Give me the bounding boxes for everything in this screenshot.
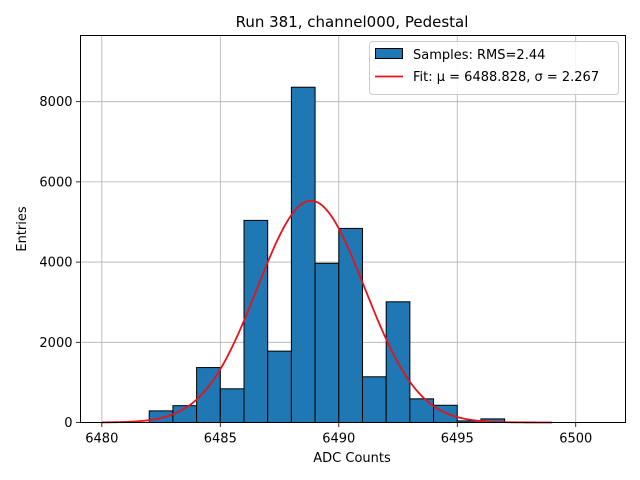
legend-box: [369, 41, 619, 95]
histogram-bar-7: [314, 262, 340, 423]
histogram-bar-5: [267, 350, 292, 423]
histogram-bar-3: [219, 388, 245, 424]
x-tick-label-3: 6495: [441, 432, 474, 447]
chart-title: Run 381, channel000, Pedestal: [236, 13, 469, 31]
y-axis-ticks: 0 2000 4000 6000 8000: [39, 95, 81, 431]
x-axis-label: ADC Counts: [313, 451, 391, 466]
x-tick-label-0: 6480: [85, 432, 118, 447]
x-axis-ticks: 6480 6485 6490 6495 6500: [85, 422, 592, 447]
y-axis-label: Entries: [15, 206, 30, 252]
y-tick-label-4: 8000: [39, 95, 72, 110]
y-tick-label-0: 0: [64, 416, 72, 431]
x-tick-label-1: 6485: [204, 432, 237, 447]
histogram-bar-0: [148, 410, 174, 423]
histogram-bar-4: [243, 219, 269, 423]
histogram-bar-9: [361, 376, 387, 423]
fit-curve: [101, 199, 553, 424]
x-tick-label-2: 6490: [322, 432, 355, 447]
plot-frame: [80, 35, 626, 423]
y-tick-label-3: 6000: [39, 175, 72, 190]
legend-label-samples: Samples: RMS=2.44: [413, 48, 545, 63]
y-tick-label-2: 4000: [39, 256, 72, 271]
histogram-bars: [148, 86, 506, 424]
y-tick-label-1: 2000: [39, 336, 72, 351]
legend-label-fit: Fit: μ = 6488.828, σ = 2.267: [413, 70, 599, 85]
histogram-bar-6: [290, 86, 316, 424]
legend-bar-swatch: [375, 48, 403, 59]
legend: Samples: RMS=2.44 Fit: μ = 6488.828, σ =…: [369, 41, 619, 95]
histogram-bar-8: [338, 227, 363, 423]
x-tick-label-4: 6500: [559, 432, 592, 447]
